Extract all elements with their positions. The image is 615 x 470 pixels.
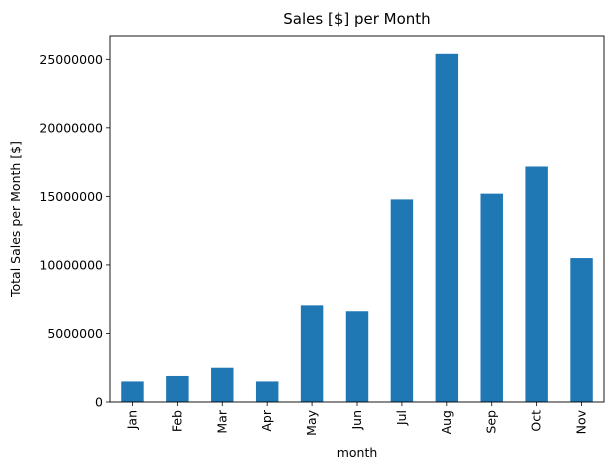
bar-sep — [480, 193, 503, 402]
y-tick-label: 15000000 — [39, 189, 103, 204]
bar-aug — [435, 53, 459, 403]
y-tick-label: 5000000 — [47, 326, 103, 341]
bar-may — [300, 305, 324, 402]
bar-oct — [525, 166, 548, 402]
x-axis-label: month — [337, 445, 378, 460]
x-tick-label: Mar — [214, 409, 229, 433]
x-tick-label: Jan — [124, 410, 139, 430]
bar-nov — [570, 258, 593, 402]
bars-group — [121, 53, 593, 403]
x-tick-label: Feb — [169, 410, 184, 432]
chart-title: Sales [$] per Month — [283, 10, 430, 28]
bar-jun — [345, 311, 369, 402]
y-axis-ticks: 0 5000000 10000000 15000000 20000000 25000000 — [39, 52, 110, 410]
x-tick-label: Jun — [349, 410, 364, 431]
bar-jan — [121, 381, 144, 402]
x-tick-label: May — [304, 409, 319, 435]
bar-feb — [166, 375, 189, 402]
y-tick-label: 0 — [95, 395, 103, 410]
bar-jul — [390, 199, 414, 402]
y-tick-label: 20000000 — [39, 120, 103, 135]
bar-apr — [255, 381, 279, 402]
x-tick-label: Nov — [574, 409, 589, 434]
bar-mar — [211, 367, 234, 402]
y-tick-label: 25000000 — [39, 52, 103, 67]
x-tick-label: Oct — [529, 410, 544, 432]
x-tick-label: Apr — [259, 409, 274, 431]
y-tick-label: 10000000 — [39, 257, 103, 272]
x-tick-label: Sep — [484, 410, 499, 434]
plot-frame — [109, 35, 605, 403]
y-axis-label: Total Sales per Month [$] — [8, 141, 23, 298]
x-tick-label: Aug — [439, 410, 454, 434]
x-tick-label: Jul — [394, 410, 409, 426]
x-axis-ticks: Jan Feb Mar Apr May Jun Jul Aug Sep Oct Nov — [124, 402, 589, 436]
